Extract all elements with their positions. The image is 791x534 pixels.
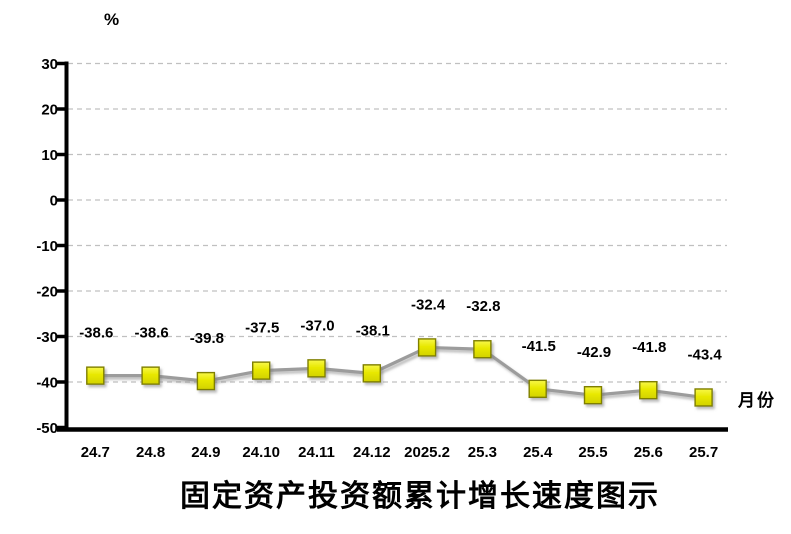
- data-point-marker: [362, 364, 381, 383]
- x-tick-label: 24.8: [136, 444, 165, 461]
- data-point-label: -41.8: [632, 339, 666, 356]
- data-point-marker: [639, 380, 658, 400]
- data-point-label: -37.5: [245, 320, 279, 337]
- x-tick-label: 24.12: [353, 444, 391, 461]
- data-point-label: -32.4: [411, 296, 446, 313]
- x-tick-label: 25.7: [689, 444, 718, 461]
- data-point-marker: [196, 371, 216, 391]
- x-axis-label: 月份: [738, 391, 776, 410]
- x-tick-label: 24.7: [81, 444, 110, 461]
- y-axis-tick-labels: 30 20 10 0 -10 -20 -30 -40 -50: [36, 56, 58, 437]
- data-point-marker: [528, 379, 547, 399]
- x-tick-label: 24.11: [298, 444, 335, 461]
- x-tick-label: 25.3: [468, 444, 497, 461]
- x-tick-label: 25.6: [634, 444, 663, 461]
- x-tick-label: 24.10: [242, 444, 280, 461]
- y-tick-label: 10: [41, 147, 58, 164]
- data-point-label: -32.8: [466, 298, 500, 315]
- data-point-marker: [251, 361, 271, 380]
- y-tick-label: -40: [36, 375, 58, 392]
- data-series: [86, 338, 713, 407]
- x-axis-tick-labels: 24.7 24.8 24.9 24.10 24.11 24.12 2025.2 25.3 25.…: [81, 444, 719, 461]
- y-axis-unit-label: %: [104, 10, 120, 29]
- data-point-marker: [583, 385, 603, 405]
- data-point-marker: [86, 366, 105, 385]
- y-tick-label: -50: [36, 420, 58, 437]
- data-point-marker: [417, 338, 437, 357]
- data-point-label: -39.8: [190, 330, 224, 347]
- x-tick-label: 24.9: [191, 444, 220, 461]
- data-point-label: -43.4: [687, 346, 722, 363]
- y-tick-label: -10: [36, 238, 58, 255]
- x-tick-label: 25.4: [523, 444, 553, 461]
- data-point-label: -42.9: [577, 344, 611, 361]
- data-point-label: -41.5: [522, 338, 556, 355]
- data-point-marker: [307, 359, 326, 378]
- gridlines: [68, 62, 727, 383]
- y-tick-label: 0: [50, 193, 58, 210]
- y-tick-label: 30: [41, 56, 58, 73]
- y-tick-label: -20: [36, 284, 58, 301]
- data-point-label: -38.1: [356, 322, 390, 339]
- data-point-marker: [473, 340, 492, 359]
- x-tick-label: 2025.2: [404, 444, 450, 461]
- series-line: [95, 345, 704, 400]
- y-tick-label: -30: [36, 329, 58, 346]
- data-point-label: -37.0: [300, 317, 334, 334]
- axes: [57, 61, 728, 432]
- data-point-label: -38.6: [134, 325, 168, 342]
- data-point-marker: [694, 388, 713, 407]
- data-labels: -38.6 -38.6 -39.8 -37.5 -37.0 -38.1 -32.4 -32.8…: [79, 296, 722, 363]
- y-tick-label: 20: [41, 102, 58, 119]
- data-point-marker: [141, 366, 160, 385]
- x-tick-label: 25.5: [578, 444, 607, 461]
- chart-title: 固定资产投资额累计增长速度图示: [180, 480, 660, 513]
- data-point-label: -38.6: [79, 325, 113, 342]
